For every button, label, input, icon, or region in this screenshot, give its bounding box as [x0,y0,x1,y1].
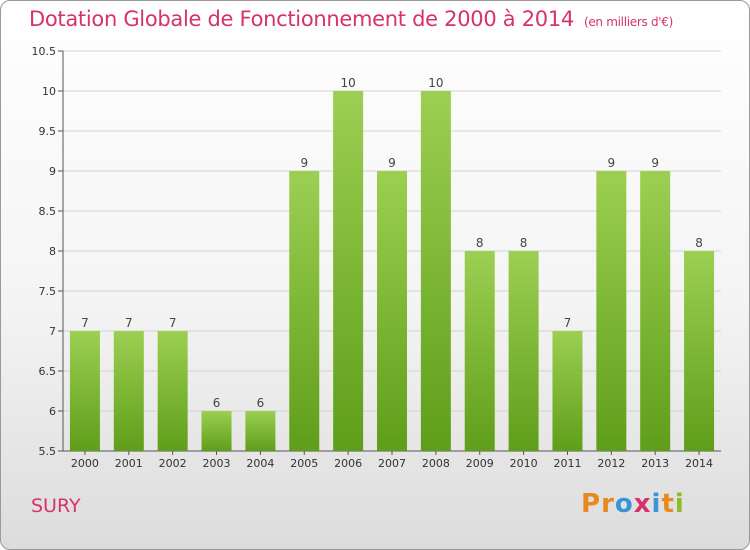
data-label: 7 [81,316,89,330]
x-tick-label: 2004 [246,457,274,470]
x-tick-label: 2011 [553,457,581,470]
logo-letter: i [651,489,662,519]
bar-2013 [640,171,671,451]
x-tick-label: 2013 [641,457,669,470]
y-tick-label: 8 [49,245,56,258]
chart-subtitle: (en milliers d'€) [583,15,673,29]
bar-2011 [552,331,583,451]
logo-letter: P [581,489,602,519]
data-label: 9 [388,156,396,170]
y-tick-label: 10 [42,85,56,98]
bar-2006 [333,91,364,451]
logo-letter: i [674,489,685,519]
data-label: 6 [213,396,221,410]
x-tick-label: 2006 [334,457,362,470]
y-tick-label: 9 [49,165,56,178]
data-label: 8 [476,236,484,250]
logo-letter: r [601,489,615,519]
data-label: 8 [520,236,528,250]
bar-2008 [420,91,451,451]
data-label: 8 [695,236,703,250]
commune-name: SURY [31,495,81,517]
bar-2010 [508,251,539,451]
bar-2005 [289,171,320,451]
data-label: 7 [169,316,177,330]
bar-2009 [464,251,495,451]
x-tick-label: 2005 [290,457,318,470]
x-tick-label: 2010 [510,457,538,470]
logo-letter: t [661,489,675,519]
y-tick-label: 7 [49,325,56,338]
y-tick-label: 6 [49,405,56,418]
data-label: 6 [257,396,265,410]
y-tick-label: 8.5 [39,205,57,218]
bar-2007 [377,171,407,451]
x-tick-label: 2000 [71,457,99,470]
data-label: 10 [340,76,355,90]
x-tick-label: 2012 [597,457,625,470]
x-tick-label: 2007 [378,457,406,470]
bar-2003 [201,411,232,451]
y-tick-label: 9.5 [39,125,57,138]
chart-title: Dotation Globale de Fonctionnement de 20… [29,7,673,31]
x-tick-label: 2014 [685,457,713,470]
data-label: 7 [564,316,572,330]
x-tick-label: 2003 [203,457,231,470]
bar-2000 [69,331,100,451]
bar-2002 [157,331,188,451]
y-tick-label: 6.5 [39,365,57,378]
chart-title-text: Dotation Globale de Fonctionnement de 20… [29,7,574,31]
bar-2014 [684,251,715,451]
y-tick-label: 7.5 [39,285,57,298]
logo-letter: o [614,489,634,519]
x-tick-label: 2002 [159,457,187,470]
data-label: 10 [428,76,443,90]
bar-2001 [113,331,144,451]
y-tick-label: 10.5 [32,45,57,58]
data-label: 7 [125,316,133,330]
y-tick-label: 5.5 [39,445,57,458]
x-tick-label: 2008 [422,457,450,470]
x-tick-label: 2009 [466,457,494,470]
bar-2012 [596,171,627,451]
proxiti-logo: Proxiti [581,489,685,519]
bar-2004 [245,411,276,451]
data-label: 9 [300,156,308,170]
data-label: 9 [608,156,616,170]
data-label: 9 [651,156,659,170]
logo-letter: x [633,489,652,519]
x-tick-label: 2001 [115,457,143,470]
